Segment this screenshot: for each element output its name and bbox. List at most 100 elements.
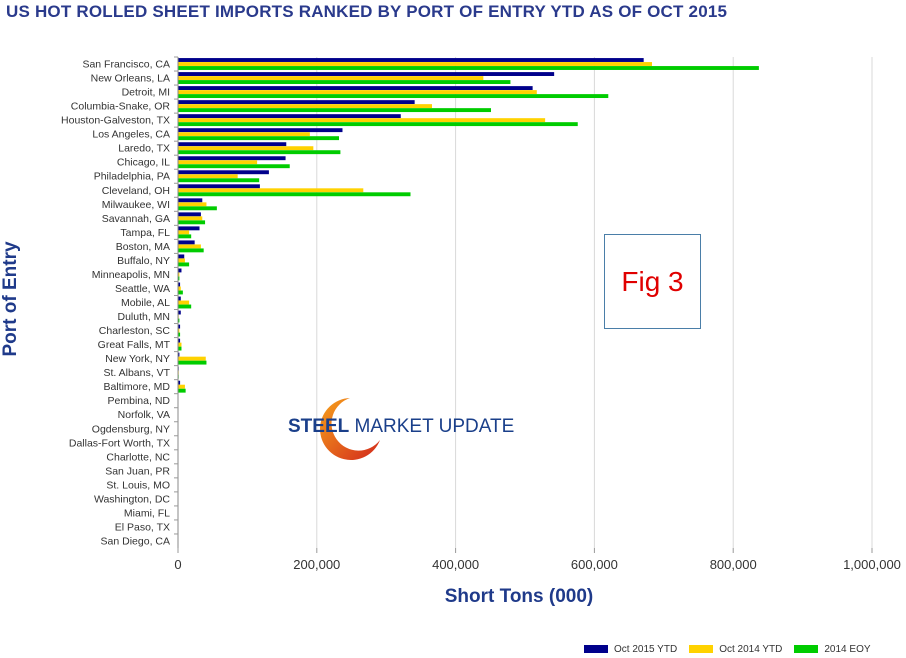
legend-item: Oct 2015 YTD — [584, 644, 677, 655]
x-tick-label: 800,000 — [710, 557, 757, 572]
bar-oct-2015-ytd — [178, 128, 343, 133]
figure-annotation-text: Fig 3 — [621, 265, 684, 297]
x-tick-label: 0 — [174, 557, 181, 572]
y-axis-label: Port of Entry — [0, 241, 21, 357]
logo-swoosh-icon — [320, 398, 380, 460]
bar-oct-2015-ytd — [178, 324, 181, 329]
y-tick-label: New York, NY — [105, 353, 170, 365]
bar-oct-2015-ytd — [178, 198, 203, 203]
bar-oct-2015-ytd — [178, 296, 181, 301]
y-tick-label: New Orleans, LA — [91, 73, 170, 85]
bar-2014-eoy — [178, 248, 204, 253]
y-tick-label: Duluth, MN — [117, 311, 170, 323]
bar-oct-2014-ytd — [178, 356, 206, 361]
y-tick-label: Seattle, WA — [115, 283, 170, 295]
bar-2014-eoy — [178, 108, 491, 113]
bar-oct-2014-ytd — [178, 286, 181, 291]
y-tick-label: Dallas-Fort Worth, TX — [69, 437, 170, 449]
bar-oct-2015-ytd — [178, 72, 555, 76]
bar-oct-2015-ytd — [178, 240, 195, 245]
figure-annotation-box: Fig 3 — [604, 234, 701, 329]
y-tick-label: Charlotte, NC — [106, 451, 170, 463]
bar-oct-2015-ytd — [178, 212, 201, 217]
bar-2014-eoy — [178, 206, 217, 211]
bar-oct-2014-ytd — [178, 174, 238, 179]
bar-2014-eoy — [178, 150, 341, 155]
y-tick-label: Savannah, GA — [102, 213, 170, 225]
bar-oct-2014-ytd — [178, 62, 653, 66]
bar-oct-2014-ytd — [178, 160, 258, 165]
chart-legend: Oct 2015 YTD Oct 2014 YTD 2014 EOY — [584, 642, 883, 656]
y-tick-label: Boston, MA — [116, 241, 170, 253]
y-tick-label: Mobile, AL — [121, 297, 170, 309]
legend-item: Oct 2014 YTD — [689, 644, 782, 655]
bar-oct-2015-ytd — [178, 86, 533, 91]
bar-2014-eoy — [178, 388, 186, 393]
bar-oct-2014-ytd — [178, 104, 433, 109]
bar-2014-eoy — [178, 122, 578, 127]
legend-swatch — [794, 645, 819, 653]
y-tick-label: San Diego, CA — [101, 535, 170, 547]
bar-oct-2014-ytd — [178, 300, 190, 305]
bar-2014-eoy — [178, 234, 192, 239]
bar-2014-eoy — [178, 94, 609, 99]
bar-oct-2014-ytd — [178, 216, 203, 221]
axes — [174, 56, 873, 553]
bar-oct-2015-ytd — [178, 114, 401, 119]
bar-2014-eoy — [178, 80, 511, 84]
y-tick-label: San Juan, PR — [105, 465, 170, 477]
x-tick-label: 200,000 — [293, 557, 340, 572]
bar-2014-eoy — [178, 192, 411, 197]
bar-oct-2014-ytd — [178, 272, 180, 277]
chart-title: US HOT ROLLED SHEET IMPORTS RANKED BY PO… — [6, 2, 728, 21]
bar-oct-2015-ytd — [178, 338, 181, 343]
y-tick-label: Chicago, IL — [117, 157, 170, 169]
bar-group — [178, 58, 759, 393]
bar-2014-eoy — [178, 346, 182, 351]
y-tick-label: Washington, DC — [94, 493, 170, 505]
bar-oct-2015-ytd — [178, 170, 269, 175]
bar-oct-2014-ytd — [178, 202, 207, 207]
legend-label: Oct 2014 YTD — [719, 643, 783, 655]
y-tick-labels: San Francisco, CA New Orleans, LA Detroit,… — [61, 59, 171, 548]
bar-oct-2014-ytd — [178, 188, 364, 193]
bar-oct-2015-ytd — [178, 268, 182, 273]
logo-wordmark: STEEL MARKET UPDATE — [288, 416, 514, 438]
y-tick-label: Tampa, FL — [120, 227, 170, 239]
y-tick-label: Los Angeles, CA — [92, 129, 170, 141]
y-tick-label: Philadelphia, PA — [94, 171, 170, 183]
y-tick-label: Minneapolis, MN — [92, 269, 170, 281]
legend-swatch — [689, 645, 714, 653]
bar-oct-2015-ytd — [178, 352, 180, 357]
bar-2014-eoy — [178, 66, 759, 70]
legend-label: Oct 2015 YTD — [614, 643, 678, 655]
y-tick-label: Ogdensburg, NY — [92, 423, 170, 435]
y-tick-label: Charleston, SC — [99, 325, 171, 337]
x-axis-label: Short Tons (000) — [444, 586, 594, 607]
bar-oct-2015-ytd — [178, 226, 200, 231]
bar-oct-2014-ytd — [178, 90, 537, 95]
bar-oct-2015-ytd — [178, 254, 185, 259]
bar-2014-eoy — [178, 178, 260, 183]
bar-oct-2014-ytd — [178, 76, 484, 80]
x-tick-label: 400,000 — [432, 557, 479, 572]
bar-oct-2014-ytd — [178, 384, 185, 389]
y-tick-label: Buffalo, NY — [117, 255, 170, 267]
bar-oct-2015-ytd — [178, 156, 286, 161]
bar-2014-eoy — [178, 276, 180, 281]
x-tick-label: 1,000,000 — [843, 557, 901, 572]
bar-2014-eoy — [178, 360, 207, 365]
bar-2014-eoy — [178, 164, 290, 169]
bar-oct-2014-ytd — [178, 258, 185, 263]
bar-oct-2014-ytd — [178, 342, 182, 347]
y-tick-label: Great Falls, MT — [98, 339, 171, 351]
y-tick-label: San Francisco, CA — [82, 59, 170, 71]
bar-oct-2015-ytd — [178, 380, 181, 385]
bar-oct-2015-ytd — [178, 100, 415, 105]
bar-oct-2014-ytd — [178, 244, 201, 249]
y-tick-label: Detroit, MI — [122, 87, 170, 99]
bar-2014-eoy — [178, 304, 192, 309]
bar-oct-2015-ytd — [178, 184, 260, 189]
legend-label: 2014 EOY — [824, 643, 871, 655]
bar-2014-eoy — [178, 262, 190, 267]
